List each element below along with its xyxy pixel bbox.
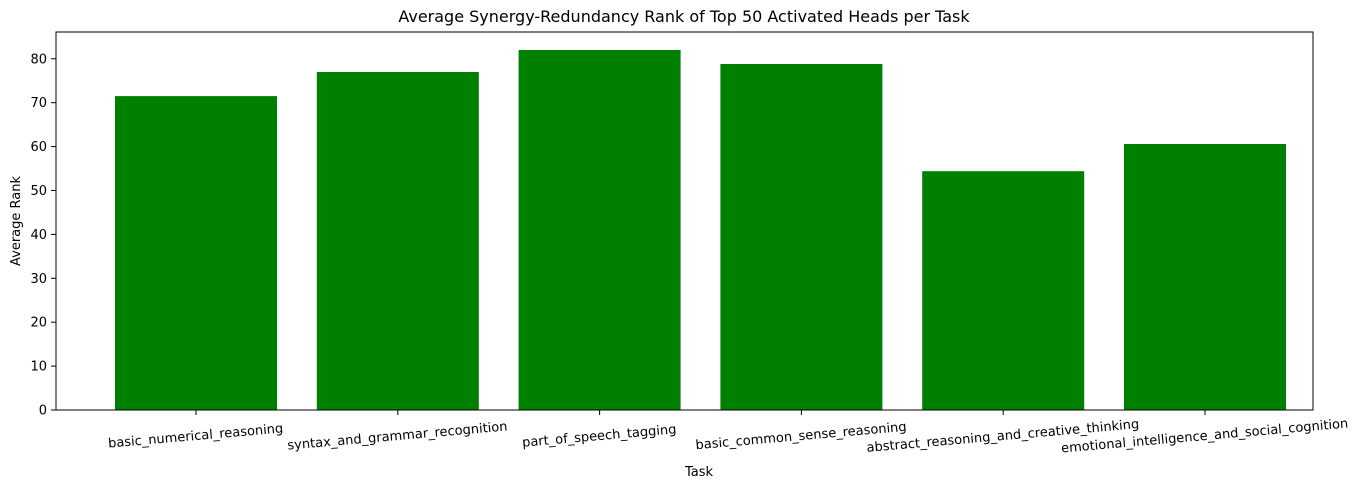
plot-frame [55, 31, 1314, 411]
y-tick-label: 50 [30, 184, 47, 199]
x-tick-label: part_of_speech_tagging [522, 422, 677, 450]
x-axis: basic_numerical_reasoning syntax_and_gram… [108, 410, 1349, 457]
y-tick-label: 80 [30, 52, 47, 67]
y-tick-label: 0 [39, 404, 47, 419]
y-tick-label: 70 [30, 96, 47, 111]
bar-abstract-reasoning-and-creative-thinking [922, 171, 1085, 410]
bar-emotional-intelligence-and-social-cognition [1124, 144, 1286, 410]
x-tick-label: basic_numerical_reasoning [108, 421, 284, 451]
chart-title: Average Synergy-Redundancy Rank of Top 5… [398, 7, 970, 26]
y-axis-label: Average Rank [9, 176, 24, 266]
y-tick-label: 30 [30, 272, 47, 287]
bar-basic-common-sense-reasoning [720, 64, 883, 410]
bar-syntax-and-grammar-recognition [316, 72, 479, 410]
x-tick-label: syntax_and_grammar_recognition [287, 419, 508, 453]
x-axis-label: Task [684, 465, 714, 480]
bar-part-of-speech-tagging [518, 50, 681, 410]
y-tick-label: 20 [30, 316, 47, 331]
y-tick-label: 60 [30, 140, 47, 155]
y-tick-label: 10 [30, 360, 47, 375]
y-tick-label: 40 [30, 228, 47, 243]
bars-group [115, 50, 1286, 410]
bar-basic-numerical-reasoning [115, 96, 277, 410]
y-axis: 0 10 20 30 40 50 60 70 80 [30, 52, 56, 419]
